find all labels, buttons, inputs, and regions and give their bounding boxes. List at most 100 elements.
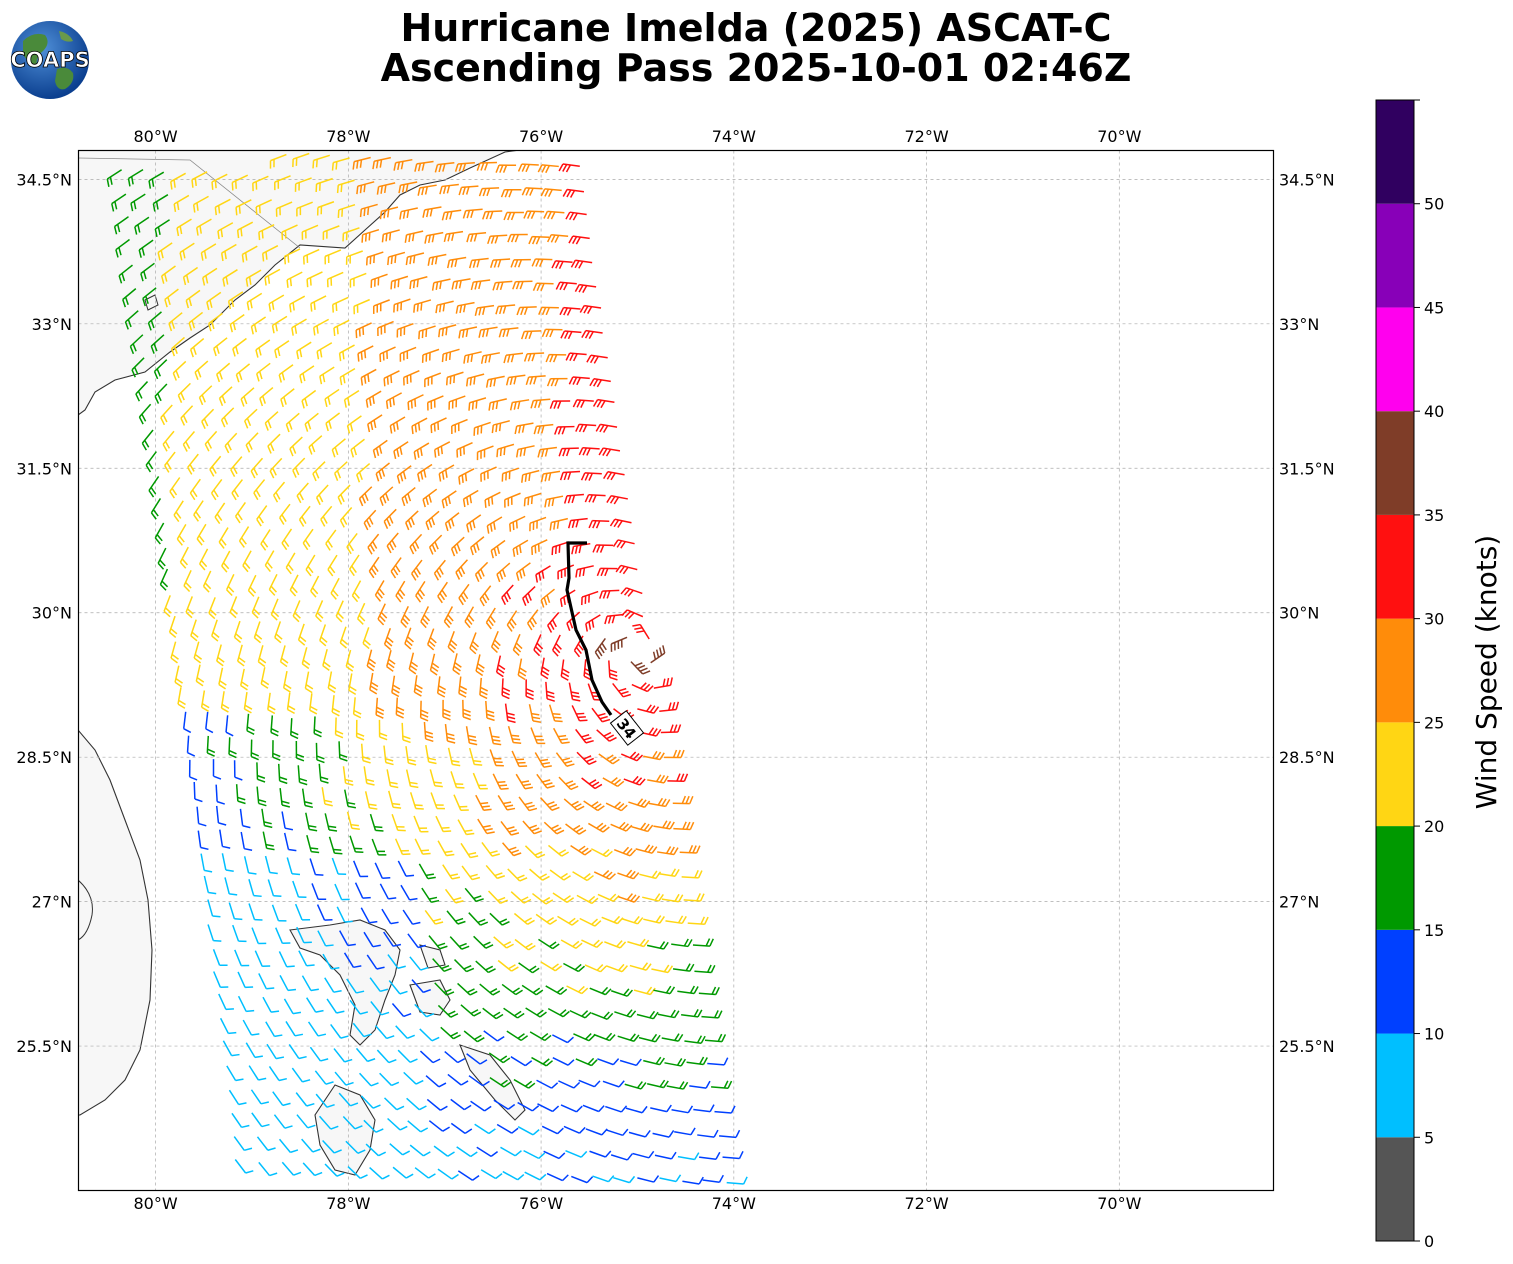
wind-barb xyxy=(160,265,176,284)
wind-barb xyxy=(522,820,542,835)
wind-barb xyxy=(317,930,334,947)
wind-barb xyxy=(169,477,181,499)
wind-barb xyxy=(138,403,152,425)
wind-barb xyxy=(522,586,536,606)
wind-barb xyxy=(333,461,348,481)
wind-barb xyxy=(406,1097,427,1111)
wind-barb xyxy=(606,495,628,505)
wind-barb xyxy=(513,1078,536,1089)
wind-barb xyxy=(305,812,318,832)
wind-barb xyxy=(281,224,298,241)
wind-barb xyxy=(289,436,303,457)
wind-barb xyxy=(248,1065,267,1081)
wind-barb xyxy=(466,1053,488,1065)
wind-barb xyxy=(528,704,541,723)
wind-barb xyxy=(185,596,194,619)
wind-barb xyxy=(248,879,262,898)
wind-barb xyxy=(306,997,324,1013)
wind-barb xyxy=(164,288,179,308)
wind-barb xyxy=(557,915,579,926)
wind-barb xyxy=(176,218,192,237)
wind-barb xyxy=(507,233,528,243)
wind-barb xyxy=(468,397,487,411)
wind-barb xyxy=(348,673,357,695)
wind-barb xyxy=(279,975,297,992)
wind-barb xyxy=(385,392,403,409)
wind-barb xyxy=(434,982,455,996)
wind-barb xyxy=(563,493,584,504)
wind-barb xyxy=(503,352,524,364)
wind-barb xyxy=(621,915,644,925)
wind-barb xyxy=(509,399,530,411)
wind-barb xyxy=(414,838,431,855)
wind-barb xyxy=(338,741,348,762)
wind-barb xyxy=(540,657,550,680)
wind-barb xyxy=(659,701,680,712)
wind-barb xyxy=(722,1151,744,1160)
wind-barb xyxy=(489,912,510,926)
wind-barb xyxy=(473,935,494,949)
wind-barb xyxy=(496,443,515,458)
lat-tick-right: 25.5°N xyxy=(1279,1037,1335,1056)
wind-barb xyxy=(464,887,484,903)
wind-barb xyxy=(353,860,369,878)
wind-barb xyxy=(331,296,349,313)
wind-barb xyxy=(212,949,228,967)
wind-barb xyxy=(322,953,340,970)
wind-barb xyxy=(363,931,381,948)
wind-barb xyxy=(197,830,209,851)
wind-barb xyxy=(479,983,501,996)
wind-barb xyxy=(267,879,282,898)
wind-barb xyxy=(338,344,355,362)
wind-barb xyxy=(549,400,571,409)
wind-barb xyxy=(190,619,199,642)
wind-barb xyxy=(295,1092,315,1107)
wind-barb xyxy=(504,703,516,724)
wind-barb xyxy=(388,980,408,995)
wind-barb xyxy=(451,278,471,290)
wind-barb xyxy=(474,1123,496,1135)
wind-barb xyxy=(448,395,466,410)
wind-barb xyxy=(400,884,418,901)
wind-barb xyxy=(362,627,371,650)
wind-barb xyxy=(115,238,130,258)
wind-barb xyxy=(278,951,295,968)
wind-barb xyxy=(617,1033,640,1042)
lat-tick-left: 25.5°N xyxy=(16,1037,72,1056)
wind-barb xyxy=(424,372,442,388)
wind-barb xyxy=(206,735,216,757)
wind-barb xyxy=(258,223,275,241)
wind-barb xyxy=(517,163,539,173)
wind-barb xyxy=(205,711,214,734)
wind-barb xyxy=(353,298,370,315)
wind-barb xyxy=(187,453,199,475)
wind-barb xyxy=(570,844,592,856)
wind-barb xyxy=(359,1072,379,1087)
wind-barb xyxy=(135,381,149,402)
wind-barb xyxy=(540,588,555,608)
wind-barb xyxy=(268,1065,287,1082)
wind-barb xyxy=(301,647,311,670)
wind-barb xyxy=(225,715,234,737)
colorbar-bin xyxy=(1376,826,1414,930)
wind-barb xyxy=(493,1099,516,1110)
wind-barb xyxy=(545,681,555,702)
wind-barb xyxy=(518,796,538,812)
wind-barb xyxy=(462,489,479,508)
wind-barb xyxy=(531,1056,554,1067)
wind-barb xyxy=(288,1043,307,1060)
wind-barb xyxy=(525,1007,547,1018)
wind-barb xyxy=(435,815,452,833)
wind-barb xyxy=(420,606,431,629)
wind-barb xyxy=(397,1049,418,1063)
wind-barb xyxy=(497,959,519,972)
wind-barb xyxy=(540,188,562,198)
wind-barb xyxy=(358,486,373,507)
wind-barb xyxy=(534,752,552,768)
wind-barb xyxy=(595,423,618,433)
wind-barb xyxy=(258,1161,278,1177)
wind-barb xyxy=(343,952,362,969)
wind-barb xyxy=(212,759,222,780)
wind-barb xyxy=(615,564,638,575)
wind-barb xyxy=(345,250,363,265)
